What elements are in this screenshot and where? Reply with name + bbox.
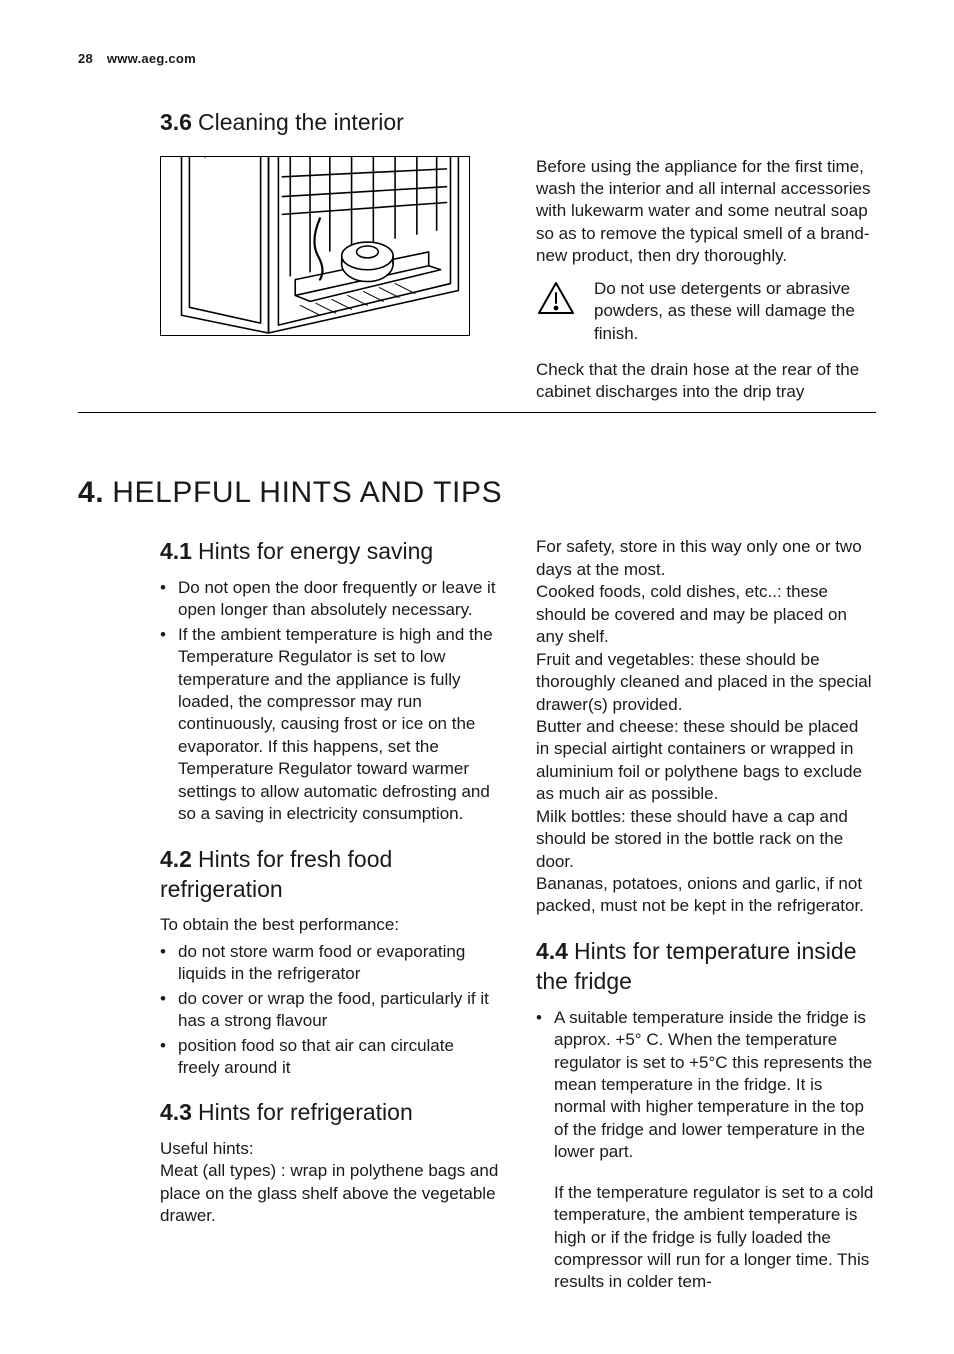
para-4-4-2: If the temperature regulator is set to a… xyxy=(536,1182,876,1294)
lead-4-3: Useful hints: xyxy=(160,1138,500,1160)
heading-4-2-number: 4.2 xyxy=(160,846,192,872)
heading-4-4-number: 4.4 xyxy=(536,938,568,964)
section-4-body: 4.1Hints for energy saving Do not open t… xyxy=(78,536,876,1293)
heading-4-4-text: Hints for temperature inside the fridge xyxy=(536,938,857,994)
heading-4: 4.HELPFUL HINTS AND TIPS xyxy=(78,473,876,513)
heading-4-2-text: Hints for fresh food refrigeration xyxy=(160,846,392,902)
para-intro-3-6: Before using the appliance for the first… xyxy=(536,156,876,268)
para-4-3-7: Bananas, potatoes, onions and garlic, if… xyxy=(536,873,876,918)
para-4-3-1: Meat (all types) : wrap in polythene bag… xyxy=(160,1160,500,1227)
list-item: position food so that air can circulate … xyxy=(160,1035,500,1080)
heading-3-6-number: 3.6 xyxy=(160,109,192,135)
section-3-6: 3.6Cleaning the interior xyxy=(78,107,876,413)
heading-4-3-text: Hints for refrigeration xyxy=(198,1099,413,1125)
list-item: If the ambient temperature is high and t… xyxy=(160,624,500,826)
heading-4-2: 4.2Hints for fresh food refrigeration xyxy=(160,844,500,905)
list-4-2: do not store warm food or evaporating li… xyxy=(160,941,500,1080)
heading-4-3: 4.3Hints for refrigeration xyxy=(160,1097,500,1127)
heading-4-number: 4. xyxy=(78,476,104,509)
lead-4-2: To obtain the best performance: xyxy=(160,914,500,936)
list-item: do not store warm food or evaporating li… xyxy=(160,941,500,986)
heading-4-1-text: Hints for energy saving xyxy=(198,538,433,564)
para-4-3-5: Butter and cheese: these should be place… xyxy=(536,716,876,806)
col-right-4: For safety, store in this way only one o… xyxy=(536,536,876,1293)
col-left-3-6 xyxy=(160,156,500,346)
col-left-4: 4.1Hints for energy saving Do not open t… xyxy=(160,536,500,1293)
heading-3-6: 3.6Cleaning the interior xyxy=(78,107,876,137)
page-header: 28 www.aeg.com xyxy=(78,50,876,67)
para-4-3-2: For safety, store in this way only one o… xyxy=(536,536,876,581)
para-4-3-6: Milk bottles: these should have a cap an… xyxy=(536,806,876,873)
list-4-4: A suitable temperature inside the fridge… xyxy=(536,1007,876,1164)
section-divider xyxy=(78,412,876,413)
warning-text: Do not use detergents or abrasive powder… xyxy=(594,278,876,345)
list-4-1: Do not open the door frequently or leave… xyxy=(160,577,500,826)
heading-4-1: 4.1Hints for energy saving xyxy=(160,536,500,566)
heading-4-3-number: 4.3 xyxy=(160,1099,192,1125)
para-4-3-3: Cooked foods, cold dishes, etc..: these … xyxy=(536,581,876,648)
heading-4-4: 4.4Hints for temperature inside the frid… xyxy=(536,936,876,997)
warning-triangle-icon xyxy=(536,280,576,316)
page-number: 28 xyxy=(78,51,93,66)
col-right-3-6: Before using the appliance for the first… xyxy=(536,156,876,404)
heading-4-1-number: 4.1 xyxy=(160,538,192,564)
list-item: do cover or wrap the food, particularly … xyxy=(160,988,500,1033)
para-drain: Check that the drain hose at the rear of… xyxy=(536,359,876,404)
figure-cleaning-interior xyxy=(160,156,470,336)
para-4-3-4: Fruit and vegetables: these should be th… xyxy=(536,649,876,716)
heading-4-text: HELPFUL HINTS AND TIPS xyxy=(112,476,502,509)
list-item: Do not open the door frequently or leave… xyxy=(160,577,500,622)
heading-3-6-text: Cleaning the interior xyxy=(198,109,404,135)
warning-block: Do not use detergents or abrasive powder… xyxy=(536,278,876,345)
list-item: A suitable temperature inside the fridge… xyxy=(536,1007,876,1164)
site-url: www.aeg.com xyxy=(107,51,196,66)
